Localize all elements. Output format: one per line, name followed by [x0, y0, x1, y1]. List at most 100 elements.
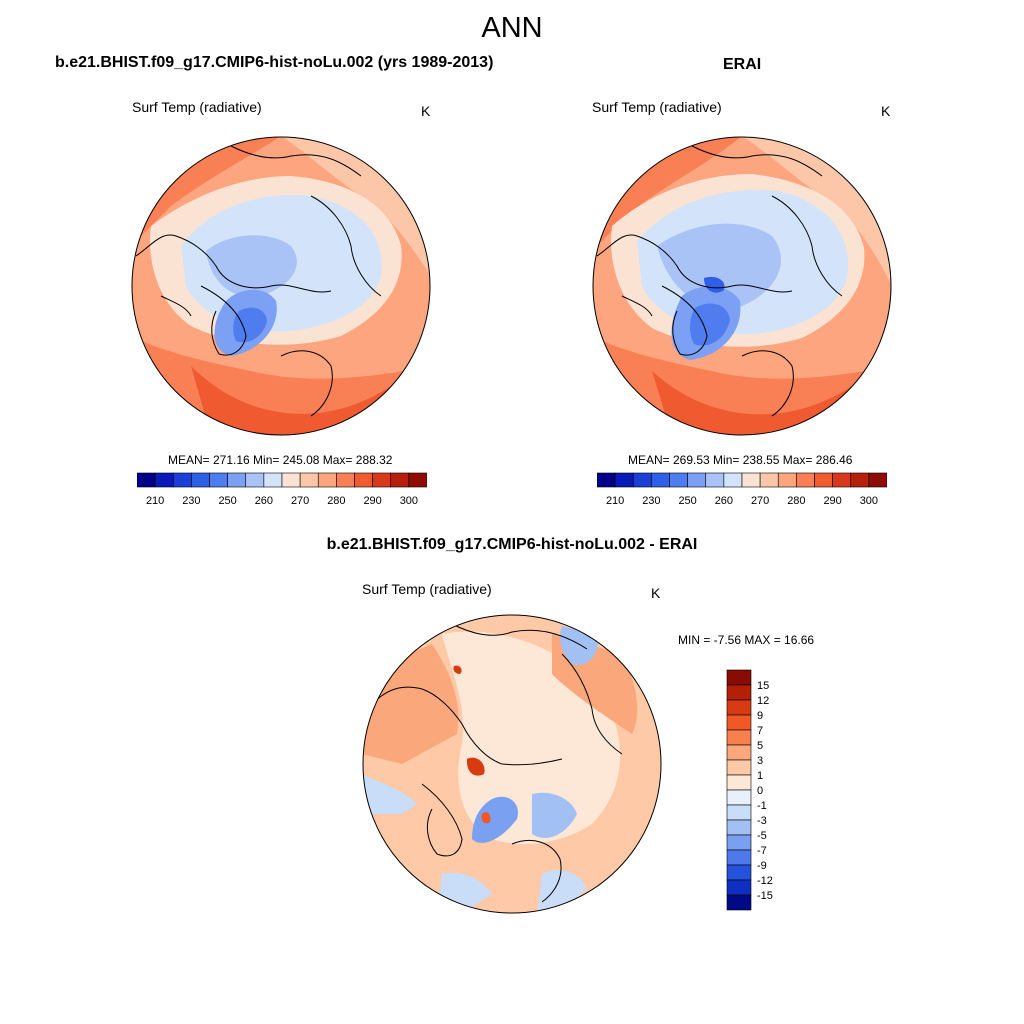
colorbar-erai-swatch [868, 472, 888, 488]
colorbar-model-swatch [227, 472, 247, 488]
colorbar-erai: 210 230 250 260 270 280 290 300 [596, 472, 888, 517]
colorbar-erai-swatch [669, 472, 688, 488]
stats-erai: MEAN= 269.53 Min= 238.55 Max= 286.46 [628, 453, 853, 467]
colorbar-erai-svg: 210 230 250 260 270 280 290 300 [596, 472, 888, 507]
colorbar-model-tick-label: 300 [400, 495, 418, 507]
colorbar-model-swatch [299, 472, 319, 488]
colorbar-diff-swatch [726, 699, 752, 716]
colorbar-diff-tick-label: -1 [757, 800, 767, 812]
colorbar-model-tick-label: 290 [363, 495, 381, 507]
colorbar-diff-swatch [726, 684, 752, 701]
colorbar-diff-swatch [726, 804, 752, 821]
colorbar-erai-tick-label: 270 [751, 495, 769, 507]
unit-label-diff: K [651, 585, 661, 601]
colorbar-model-swatch [408, 472, 428, 488]
colorbar-diff-swatch [726, 879, 752, 896]
colorbar-model-swatch [209, 472, 228, 488]
colorbar-erai-swatch [832, 472, 852, 488]
colorbar-model-swatch [245, 472, 265, 488]
colorbar-diff-tick-label: 1 [757, 770, 763, 782]
colorbar-model-swatch [154, 472, 174, 488]
colorbar-diff-tick-label: -5 [757, 830, 767, 842]
colorbar-diff-swatch [726, 864, 752, 881]
colorbar-erai-swatch [614, 472, 634, 488]
colorbar-erai-tick-label: 290 [823, 495, 841, 507]
colorbar-diff-swatch [726, 744, 752, 761]
colorbar-diff-tick-label: 7 [757, 725, 763, 737]
colorbar-diff-tick-label: 15 [757, 680, 769, 692]
figure-title: ANN [481, 12, 543, 44]
colorbar-model-swatch [317, 472, 337, 488]
colorbar-diff-swatch [726, 774, 752, 791]
colorbar-diff-tick-label: 5 [757, 740, 763, 752]
colorbar-erai-swatch [596, 472, 616, 488]
colorbar-erai-tick-label: 210 [606, 495, 624, 507]
colorbar-diff-tick-label: -12 [757, 875, 773, 887]
panel-title-model: b.e21.BHIST.f09_g17.CMIP6-hist-noLu.002 … [55, 54, 494, 71]
colorbar-diff-tick-label: -3 [757, 815, 767, 827]
polar-map-erai [592, 136, 892, 436]
colorbar-diff-tick-label: -9 [757, 860, 767, 872]
colorbar-erai-tick-label: 280 [787, 495, 805, 507]
colorbar-erai-swatch [687, 472, 707, 488]
colorbar-model-tick-label: 250 [218, 495, 236, 507]
colorbar-erai-swatch [796, 472, 815, 488]
variable-label-erai: Surf Temp (radiative) [592, 99, 722, 115]
colorbar-diff-swatch [726, 714, 752, 731]
colorbar-erai-swatch [723, 472, 743, 488]
colorbar-diff-swatch [726, 819, 752, 836]
colorbar-model-tick-label: 260 [255, 495, 273, 507]
colorbar-diff-tick-label: 0 [757, 785, 763, 797]
colorbar-diff-swatch [726, 669, 752, 686]
colorbar-erai-tick-label: 260 [715, 495, 733, 507]
colorbar-erai-tick-label: 300 [860, 495, 878, 507]
colorbar-diff-tick-label: 12 [757, 695, 769, 707]
colorbar-diff-swatch [726, 729, 752, 746]
colorbar-erai-swatch [741, 472, 761, 488]
colorbar-model-svg: 210 230 250 260 270 280 290 300 [136, 472, 428, 507]
colorbar-model-tick-label: 210 [146, 495, 164, 507]
colorbar-diff: 15 12 9 7 5 3 1 0 -1 -3 -5 -7 -9 -12 -15 [726, 669, 786, 919]
colorbar-erai-swatch [777, 472, 797, 488]
stats-model: MEAN= 271.16 Min= 245.08 Max= 288.32 [168, 453, 393, 467]
colorbar-erai-swatch [759, 472, 779, 488]
colorbar-diff-svg: 15 12 9 7 5 3 1 0 -1 -3 -5 -7 -9 -12 -15 [726, 669, 773, 911]
colorbar-diff-swatch [726, 759, 752, 776]
colorbar-model-swatch [263, 472, 283, 488]
colorbar-model-swatch [191, 472, 210, 488]
colorbar-erai-swatch [705, 472, 725, 488]
colorbar-model-swatch [390, 472, 410, 488]
panel-title-erai: ERAI [723, 56, 762, 73]
colorbar-erai-tick-label: 250 [678, 495, 696, 507]
colorbar-erai-swatch [850, 472, 870, 488]
colorbar-diff-tick-label: 3 [757, 755, 763, 767]
colorbar-model-swatch [372, 472, 392, 488]
colorbar-diff-tick-label: -7 [757, 845, 767, 857]
variable-label-diff: Surf Temp (radiative) [362, 581, 492, 597]
colorbar-model-swatch [354, 472, 373, 488]
colorbar-model-tick-label: 270 [291, 495, 309, 507]
colorbar-diff-tick-label: 9 [757, 710, 763, 722]
colorbar-model: 210 230 250 260 270 280 290 300 [136, 472, 428, 517]
colorbar-model-tick-label: 280 [327, 495, 345, 507]
unit-label-erai: K [881, 103, 891, 119]
colorbar-model-tick-label: 230 [182, 495, 200, 507]
polar-map-diff [362, 614, 662, 914]
stats-diff: MIN = -7.56 MAX = 16.66 [678, 633, 815, 647]
colorbar-diff-swatch [726, 834, 752, 851]
colorbar-erai-swatch [814, 472, 833, 488]
colorbar-diff-swatch [726, 849, 752, 866]
colorbar-diff-swatch [726, 894, 752, 911]
colorbar-erai-swatch [651, 472, 670, 488]
unit-label-model: K [421, 103, 431, 119]
colorbar-erai-swatch [632, 472, 652, 488]
colorbar-model-swatch [336, 472, 355, 488]
variable-label-model: Surf Temp (radiative) [132, 99, 262, 115]
colorbar-model-swatch [172, 472, 192, 488]
panel-title-diff: b.e21.BHIST.f09_g17.CMIP6-hist-noLu.002 … [326, 536, 698, 553]
colorbar-diff-swatch [726, 789, 752, 806]
colorbar-model-swatch [281, 472, 301, 488]
colorbar-model-swatch [136, 472, 156, 488]
polar-map-model [131, 136, 431, 436]
colorbar-diff-tick-label: -15 [757, 890, 773, 902]
